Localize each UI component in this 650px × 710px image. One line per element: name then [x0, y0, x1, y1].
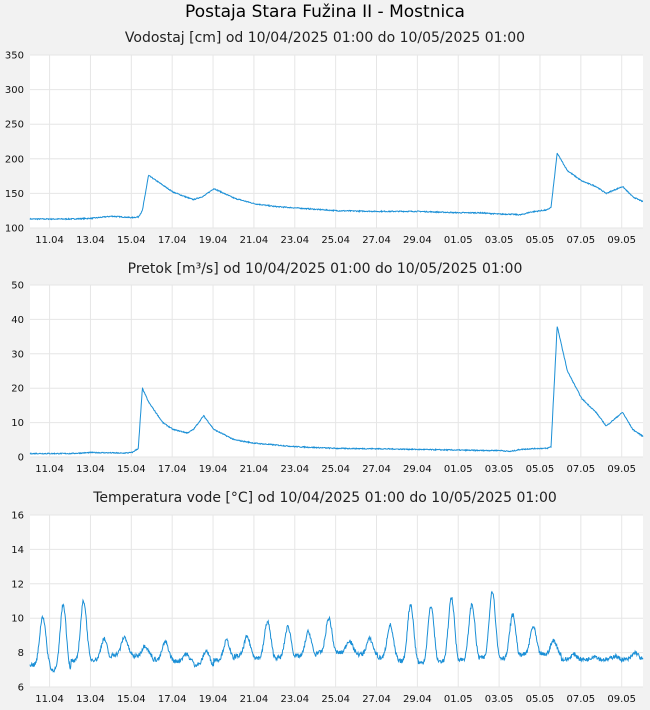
- chart-panel-2: 6 8 10 12 14 16 11.04 13.04 15.04 17.04 19.04 21.04…: [11, 511, 644, 705]
- y-tick-label: 300: [5, 85, 24, 96]
- x-tick-label: 11.04: [35, 235, 64, 246]
- x-tick-label: 07.05: [567, 235, 596, 246]
- x-tick-label: 25.04: [321, 694, 350, 705]
- y-tick-label: 250: [5, 120, 24, 131]
- x-tick-label: 15.04: [117, 464, 146, 475]
- series-line: [29, 590, 644, 673]
- x-tick-label: 13.04: [76, 235, 105, 246]
- x-tick-label: 13.04: [76, 464, 105, 475]
- x-tick-label: 29.04: [403, 235, 432, 246]
- x-tick-label: 17.04: [158, 464, 187, 475]
- plot-area: [30, 285, 643, 457]
- x-tick-label: 03.05: [485, 694, 514, 705]
- x-tick-label: 15.04: [117, 235, 146, 246]
- x-tick-label: 27.04: [362, 694, 391, 705]
- chart-panel-1: 0 10 20 30 40 50 11.04 13.04 15.04 17.04 19.04 21.0…: [11, 281, 644, 475]
- x-tick-label: 19.04: [199, 694, 228, 705]
- y-tick-label: 150: [5, 189, 24, 200]
- x-tick-label: 01.05: [444, 235, 473, 246]
- x-tick-label: 29.04: [403, 464, 432, 475]
- y-tick-label: 350: [5, 51, 24, 62]
- y-tick-label: 20: [11, 384, 24, 395]
- x-tick-label: 23.04: [280, 694, 309, 705]
- y-tick-label: 10: [11, 614, 24, 625]
- x-tick-label: 05.05: [526, 464, 555, 475]
- y-tick-label: 40: [11, 315, 24, 326]
- x-tick-label: 13.04: [76, 694, 105, 705]
- x-tick-label: 29.04: [403, 694, 432, 705]
- x-tick-label: 01.05: [444, 694, 473, 705]
- x-tick-label: 21.04: [240, 694, 269, 705]
- x-tick-label: 19.04: [199, 235, 228, 246]
- plot-area: [30, 55, 643, 228]
- x-tick-label: 03.05: [485, 235, 514, 246]
- x-tick-label: 07.05: [567, 694, 596, 705]
- chart-title-temperatura: Temperatura vode [°C] od 10/04/2025 01:0…: [93, 490, 557, 506]
- x-tick-label: 17.04: [158, 694, 187, 705]
- y-tick-label: 10: [11, 418, 24, 429]
- x-tick-label: 11.04: [35, 464, 64, 475]
- x-tick-label: 17.04: [158, 235, 187, 246]
- x-tick-label: 15.04: [117, 694, 146, 705]
- y-tick-label: 6: [18, 683, 24, 694]
- plot-area: [30, 515, 643, 687]
- x-tick-label: 25.04: [321, 235, 350, 246]
- series-line: [29, 152, 644, 221]
- y-tick-label: 30: [11, 349, 24, 360]
- x-tick-label: 25.04: [321, 464, 350, 475]
- y-tick-label: 200: [5, 154, 24, 165]
- x-tick-label: 05.05: [526, 694, 555, 705]
- x-tick-label: 03.05: [485, 464, 514, 475]
- x-tick-label: 09.05: [607, 464, 636, 475]
- x-tick-label: 27.04: [362, 464, 391, 475]
- x-tick-label: 09.05: [607, 694, 636, 705]
- series-line: [29, 326, 644, 455]
- chart-panel-0: 100 150 200 250 300 350 11.04 13.04 15.04 17.04 19…: [5, 51, 644, 246]
- y-tick-label: 0: [18, 453, 24, 464]
- y-tick-label: 8: [18, 648, 24, 659]
- y-tick-label: 12: [11, 579, 24, 590]
- x-tick-label: 07.05: [567, 464, 596, 475]
- x-tick-label: 01.05: [444, 464, 473, 475]
- x-tick-label: 27.04: [362, 235, 391, 246]
- x-tick-label: 21.04: [240, 235, 269, 246]
- x-tick-label: 11.04: [35, 694, 64, 705]
- x-tick-label: 09.05: [607, 235, 636, 246]
- y-tick-label: 14: [11, 545, 24, 556]
- x-tick-label: 23.04: [280, 235, 309, 246]
- y-tick-label: 16: [11, 511, 24, 522]
- x-tick-label: 21.04: [240, 464, 269, 475]
- x-tick-label: 23.04: [280, 464, 309, 475]
- chart-title-vodostaj: Vodostaj [cm] od 10/04/2025 01:00 do 10/…: [124, 30, 526, 46]
- y-tick-label: 50: [11, 281, 24, 292]
- x-tick-label: 19.04: [199, 464, 228, 475]
- x-tick-label: 05.05: [526, 235, 555, 246]
- chart-title-pretok: Pretok [m³/s] od 10/04/2025 01:00 do 10/…: [127, 261, 523, 277]
- y-tick-label: 100: [5, 224, 24, 235]
- page-title: Postaja Stara Fužina II - Mostnica: [185, 2, 465, 22]
